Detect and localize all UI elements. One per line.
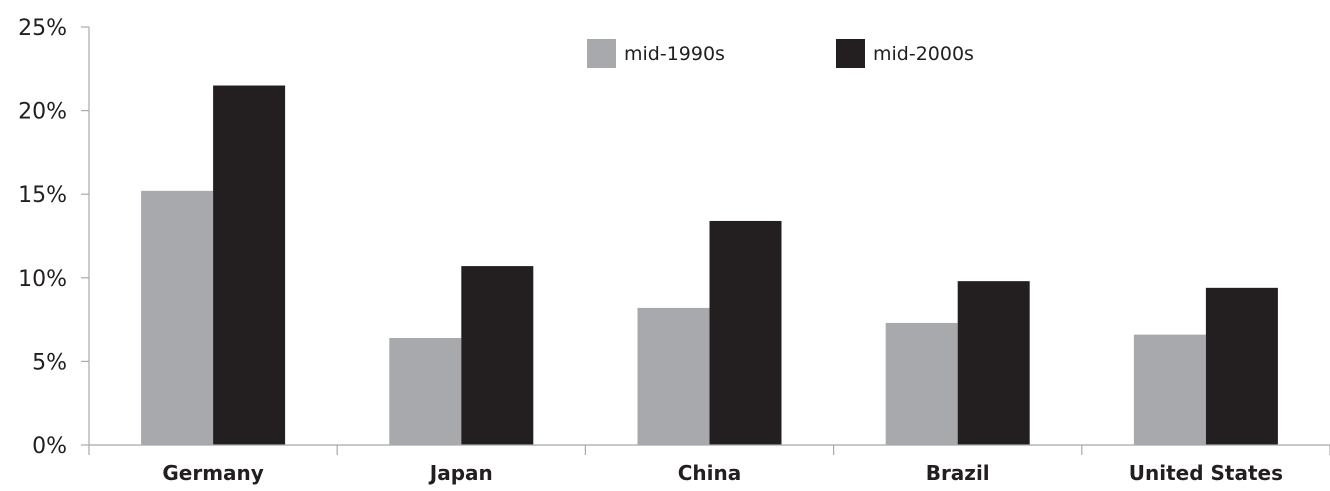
x-category-label: Japan xyxy=(428,461,493,485)
bar-mid-1990s-china xyxy=(637,307,710,445)
x-category-label: China xyxy=(678,461,742,485)
bar-mid-1990s-brazil xyxy=(885,322,958,445)
y-tick-label: 5% xyxy=(32,350,67,375)
bar-mid-2000s-united-states xyxy=(1205,287,1278,445)
bars-layer xyxy=(141,85,1278,446)
axes-layer xyxy=(88,27,1330,446)
legend-label-mid-1990s: mid-1990s xyxy=(624,43,725,65)
bar-mid-2000s-japan xyxy=(461,266,534,445)
bar-mid-2000s-brazil xyxy=(957,281,1030,445)
legend: mid-1990s mid-2000s xyxy=(587,39,974,68)
bar-mid-1990s-united-states xyxy=(1133,334,1206,445)
y-tick-label: 10% xyxy=(18,267,67,292)
x-category-label: Germany xyxy=(162,461,263,485)
y-tick-label: 0% xyxy=(32,434,67,459)
bar-mid-2000s-china xyxy=(709,220,782,445)
legend-label-mid-2000s: mid-2000s xyxy=(873,43,974,65)
x-ticks: Germany Japan China Brazil United States xyxy=(88,445,1330,485)
legend-swatch-mid-2000s xyxy=(836,39,865,68)
y-tick-label: 25% xyxy=(18,16,67,41)
bar-mid-2000s-germany xyxy=(213,85,286,446)
bar-mid-1990s-japan xyxy=(389,337,462,445)
x-category-label: Brazil xyxy=(926,461,990,485)
bar-mid-1990s-germany xyxy=(141,190,214,445)
y-tick-label: 20% xyxy=(18,100,67,125)
y-tick-label: 15% xyxy=(18,183,67,208)
x-category-label: United States xyxy=(1129,461,1283,485)
legend-swatch-mid-1990s xyxy=(587,39,616,68)
y-ticks: 0% 5% 10% 15% 20% 25% xyxy=(18,16,89,459)
